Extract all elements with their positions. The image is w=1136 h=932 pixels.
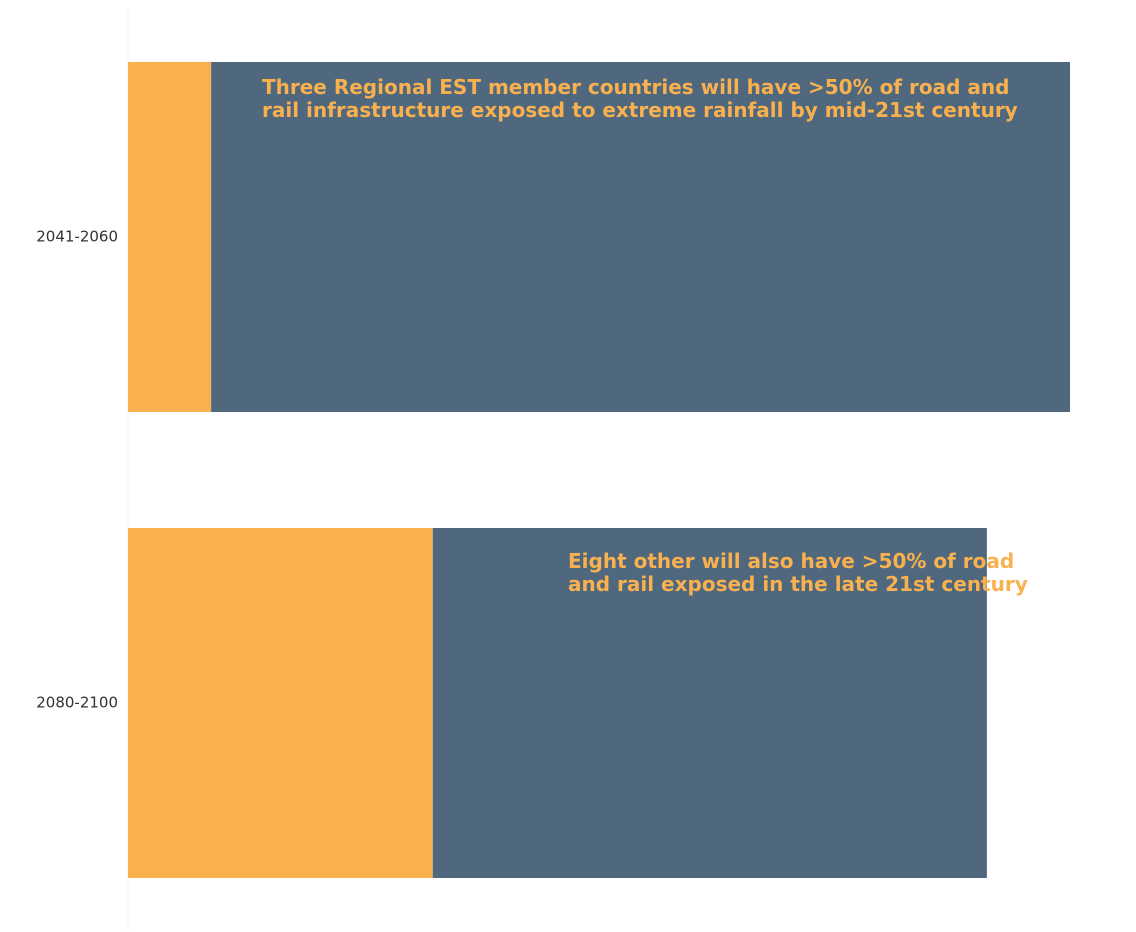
category-labels-group: 2041-2060 2080-2100: [36, 228, 118, 712]
bar-2080-2100-segment-0: [128, 528, 433, 878]
bar-2041-2060-segment-1: [211, 62, 1070, 412]
annotation-2041-2060: Three Regional EST member countries will…: [262, 75, 1018, 122]
annotation-2080-2100: Eight other will also have >50% of road …: [568, 549, 1028, 596]
category-label-2080-2100: 2080-2100: [36, 694, 118, 712]
bar-2080-2100-segment-1: [432, 528, 987, 878]
bars-group: [128, 62, 1070, 878]
bar-2041-2060-segment-0: [128, 62, 212, 412]
category-label-2041-2060: 2041-2060: [36, 228, 118, 246]
